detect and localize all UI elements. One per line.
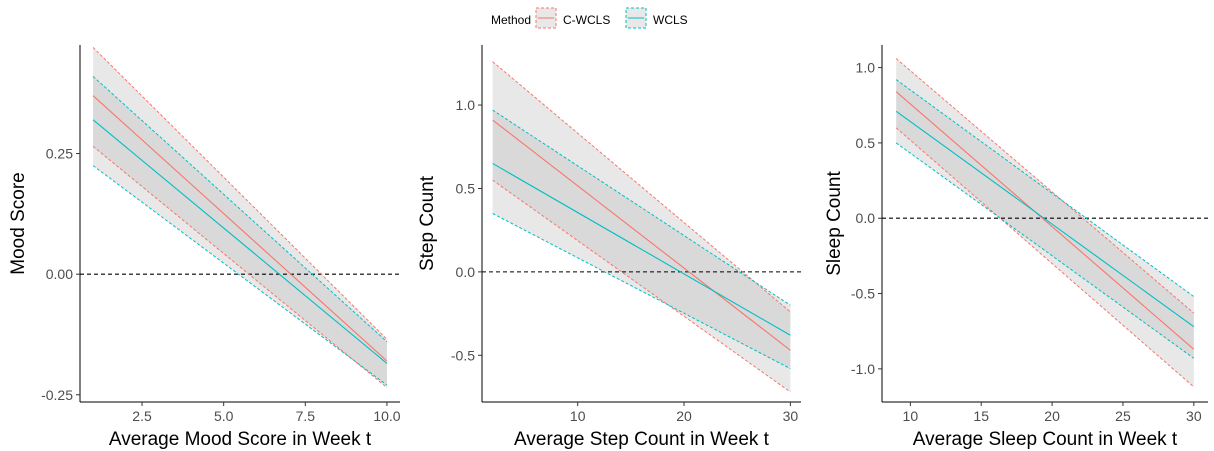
y-tick-label: 1.0 [456,97,476,113]
x-tick-label: 20 [1044,408,1060,424]
legend-key-wcls [625,7,647,29]
ci-lower-line-c-wcls [895,127,1195,388]
ci-upper-line-c-wcls [92,47,388,340]
legend-title: Method [491,13,531,27]
y-axis-title: Mood Score [8,172,29,274]
x-tick-label: 5.0 [214,408,234,424]
ci-lower-line-c-wcls [492,179,791,393]
x-tick-label: 10.0 [373,408,400,424]
legend-label-wcls: WCLS [653,13,688,27]
ci-lower-line-c-wcls [92,145,388,388]
y-tick-label: 1.0 [856,60,876,76]
ci-upper-line-c-wcls [895,58,1195,314]
x-axis-title: Average Sleep Count in Week t [913,429,1178,450]
x-axis-title: Average Mood Score in Week t [109,429,372,450]
legend-key-c-wcls [535,7,557,29]
estimate-line-wcls [92,119,388,364]
ci-upper-line-wcls [895,79,1195,297]
estimate-line-c-wcls [492,119,791,351]
y-axis-title: Step Count [417,175,438,271]
panel-3: -1.0 -0.5 0.0 0.5 1.0 10 15 20 25 30 Average Sleep… [824,45,1208,450]
estimate-line-c-wcls [92,95,388,362]
x-tick-label: 25 [1115,408,1131,424]
y-tick-label: 0.0 [456,264,476,280]
y-tick-label: 0.25 [46,146,73,162]
y-tick-label: 0.0 [856,210,876,226]
ci-lower-line-wcls [895,142,1195,359]
x-tick-label: 10 [903,408,919,424]
ci-lower-line-wcls [92,165,388,386]
x-tick-label: 20 [676,408,692,424]
legend-label-c-wcls: C-WCLS [563,13,610,27]
x-axis-title: Average Step Count in Week t [514,429,770,450]
ci-lower-line-wcls [492,213,791,370]
x-tick-label: 30 [783,408,799,424]
y-tick-label: 0.00 [46,266,73,282]
y-tick-label: -0.25 [41,387,73,403]
estimate-line-wcls [492,162,791,336]
x-tick-label: 2.5 [132,408,152,424]
y-axis-title: Sleep Count [824,170,845,275]
y-tick-label: -0.5 [451,347,475,363]
y-tick-label: 0.5 [456,180,476,196]
estimate-line-wcls [895,110,1195,328]
x-tick-label: 7.5 [296,408,316,424]
y-tick-label: -1.0 [851,361,875,377]
ci-band-wcls [492,110,791,369]
x-tick-label: 10 [570,408,586,424]
panel-2: -0.5 0.0 0.5 1.0 10 20 30 Average Step Count in… [417,45,801,450]
legend: Method C-WCLS WCLS [491,7,688,29]
ci-band-c-wcls [492,61,791,392]
y-tick-label: -0.5 [851,286,875,302]
ci-upper-line-wcls [92,75,388,343]
x-tick-label: 15 [973,408,989,424]
estimate-line-c-wcls [895,91,1195,350]
ci-band-wcls [93,76,387,386]
x-tick-label: 30 [1186,408,1202,424]
y-tick-label: 0.5 [856,135,876,151]
ci-upper-line-wcls [492,109,791,306]
